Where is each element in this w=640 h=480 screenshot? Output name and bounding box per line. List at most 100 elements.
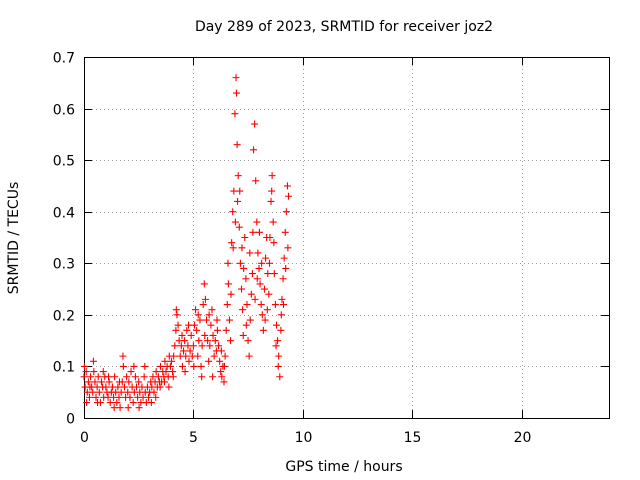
data-point xyxy=(135,378,143,386)
data-point xyxy=(105,373,112,381)
data-point xyxy=(156,383,164,391)
data-point xyxy=(229,208,237,216)
data-point xyxy=(213,326,221,334)
data-point xyxy=(116,404,124,412)
data-point xyxy=(242,275,250,283)
data-point xyxy=(171,342,179,350)
data-point xyxy=(236,187,244,195)
data-point xyxy=(251,120,259,128)
data-point xyxy=(268,187,276,195)
data-point xyxy=(89,357,97,365)
data-point xyxy=(244,337,252,345)
data-point xyxy=(87,373,95,381)
data-point xyxy=(217,368,225,376)
data-point xyxy=(162,368,170,376)
data-point xyxy=(119,352,127,360)
chart-title: Day 289 of 2023, SRMTID for receiver joz… xyxy=(195,19,493,35)
data-point xyxy=(80,373,88,381)
data-point xyxy=(240,264,248,272)
grid xyxy=(84,57,609,418)
data-point xyxy=(120,383,128,391)
x-tick-label: 15 xyxy=(404,430,422,446)
data-point xyxy=(161,357,169,365)
data-point xyxy=(84,378,92,386)
data-point xyxy=(98,378,105,386)
data-point xyxy=(246,249,254,257)
data-point xyxy=(280,254,288,262)
data-point xyxy=(99,368,107,376)
data-point xyxy=(113,399,121,407)
data-point xyxy=(173,311,181,319)
data-point xyxy=(169,373,177,381)
data-point xyxy=(209,373,217,381)
data-point xyxy=(105,378,113,386)
data-point xyxy=(190,362,198,370)
data-point xyxy=(161,378,168,386)
data-point xyxy=(205,357,213,365)
data-point xyxy=(218,373,226,381)
data-point xyxy=(269,218,277,226)
data-point xyxy=(91,378,99,386)
data-point xyxy=(89,388,97,396)
data-point xyxy=(217,347,225,355)
data-point xyxy=(172,326,180,334)
data-point xyxy=(227,337,235,345)
data-point xyxy=(152,393,160,401)
data-point xyxy=(273,321,280,329)
data-point xyxy=(213,316,221,324)
data-point xyxy=(238,285,245,293)
x-tick-label: 0 xyxy=(80,430,89,446)
y-tick-label: 0.7 xyxy=(53,51,75,67)
data-point xyxy=(110,404,118,412)
data-point xyxy=(233,141,241,149)
data-point xyxy=(106,399,114,407)
data-point xyxy=(283,182,291,190)
data-point xyxy=(135,404,143,412)
data-point xyxy=(238,244,246,252)
data-point xyxy=(258,259,266,267)
data-point xyxy=(201,331,209,339)
data-points xyxy=(80,74,293,412)
data-point xyxy=(189,342,197,350)
data-point xyxy=(119,362,127,370)
data-point xyxy=(280,301,287,309)
data-point xyxy=(124,388,132,396)
data-point xyxy=(266,234,274,241)
data-point xyxy=(245,352,253,360)
y-tick-label: 0.1 xyxy=(53,360,75,376)
data-point xyxy=(86,383,94,391)
data-point xyxy=(234,197,242,205)
x-tick-label: 5 xyxy=(189,430,198,446)
data-point xyxy=(267,197,275,205)
data-point xyxy=(152,368,160,376)
data-point xyxy=(209,331,217,339)
data-point xyxy=(274,337,282,345)
data-point xyxy=(220,362,228,370)
data-point xyxy=(205,311,213,319)
data-point xyxy=(215,342,223,350)
data-point xyxy=(256,280,264,288)
data-point xyxy=(282,264,290,272)
y-tick-label: 0.3 xyxy=(53,257,75,273)
data-point xyxy=(231,110,239,118)
data-point xyxy=(94,373,102,381)
data-point xyxy=(271,301,279,309)
data-point xyxy=(192,306,200,314)
x-tick-label: 10 xyxy=(295,430,313,446)
y-tick-label: 0.2 xyxy=(53,309,75,325)
data-point xyxy=(254,249,262,257)
data-point xyxy=(227,290,235,298)
plot-frame xyxy=(84,57,610,419)
data-point xyxy=(170,352,178,360)
data-point xyxy=(230,187,238,195)
data-point xyxy=(198,342,206,350)
data-point xyxy=(275,352,283,360)
data-point xyxy=(221,352,229,360)
data-point xyxy=(229,244,237,252)
x-tick-label: 20 xyxy=(514,430,532,446)
data-point xyxy=(172,306,180,314)
data-point xyxy=(246,316,254,324)
data-point xyxy=(253,218,261,226)
data-point xyxy=(165,383,173,391)
